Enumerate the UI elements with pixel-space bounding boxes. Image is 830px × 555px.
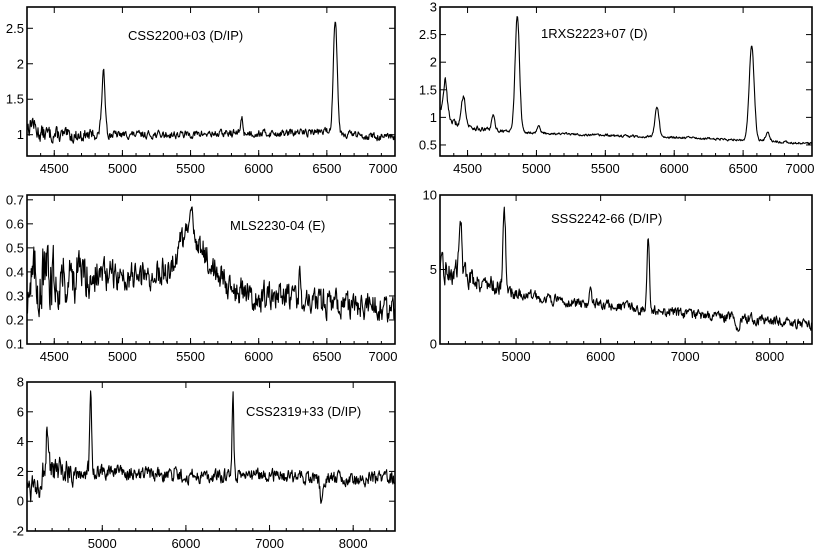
x-tick-label: 6000 (586, 349, 615, 364)
x-tick-label: 7000 (786, 161, 815, 176)
panel-title: CSS2319+33 (D/IP) (246, 404, 361, 419)
panel-mls2230: 4500 5000 5500 6000 6500 7000 0.1 0.2 0.3 0.4 0.5 0… (6, 192, 398, 364)
x-tick-label: 5000 (88, 536, 117, 551)
y-tick-label: -2 (12, 524, 24, 539)
y-tick-label: 0.5 (6, 240, 24, 255)
y-tick-label: 4 (17, 434, 24, 449)
panel-title: 1RXS2223+07 (D) (541, 26, 648, 41)
y-tick-label: 1 (430, 110, 437, 125)
y-tick-label: 1.5 (6, 92, 24, 107)
panel-title: SSS2242-66 (D/IP) (551, 211, 662, 226)
y-tick-label: 5 (430, 262, 437, 277)
x-tick-label: 4500 (40, 349, 69, 364)
x-tick-label: 7000 (369, 161, 398, 176)
x-tick-label: 6500 (312, 161, 341, 176)
x-tick-label: 4500 (40, 161, 69, 176)
y-tick-label: 0 (430, 337, 437, 352)
plot-frame (26, 6, 396, 157)
panel-css2319: 5000 6000 7000 8000 -2 0 2 4 6 8 CSS2319+33 (D/IP) (12, 375, 396, 551)
x-tick-label: 5000 (108, 349, 137, 364)
panel-title: CSS2200+03 (D/IP) (128, 28, 243, 43)
x-tick-label: 6500 (729, 161, 758, 176)
y-tick-label: 1 (17, 127, 24, 142)
spectrum-line (440, 206, 812, 332)
x-tick-label: 7000 (671, 349, 700, 364)
x-tick-label: 6000 (171, 536, 200, 551)
panel-title: MLS2230-04 (E) (230, 218, 325, 233)
y-tick-label: 0.5 (419, 137, 437, 152)
y-tick-label: 1.5 (419, 82, 437, 97)
y-tick-label: 3 (430, 0, 437, 15)
y-tick-label: 2 (17, 56, 24, 71)
spectrum-line (440, 16, 812, 145)
y-tick-label: 0.3 (6, 288, 24, 303)
spectrum-line (27, 390, 395, 504)
x-tick-label: 5000 (522, 161, 551, 176)
spectrum-line (27, 206, 395, 323)
plot-frame (439, 6, 813, 157)
x-tick-label: 4500 (453, 161, 482, 176)
x-tick-label: 6500 (312, 349, 341, 364)
y-tick-label: 2.5 (6, 21, 24, 36)
y-tick-label: 0.7 (6, 192, 24, 207)
panel-css2200: 4500 5000 5500 6000 6500 7000 1 1.5 2 2.5 CSS2200+… (6, 6, 398, 176)
x-tick-label: 5000 (108, 161, 137, 176)
x-tick-label: 7000 (369, 349, 398, 364)
y-tick-label: 0.1 (6, 337, 24, 352)
plot-frame (26, 194, 396, 345)
spectrum-line (27, 21, 395, 144)
x-tick-label: 5500 (176, 349, 205, 364)
x-tick-label: 8000 (755, 349, 784, 364)
x-tick-label: 5500 (591, 161, 620, 176)
y-tick-label: 0.6 (6, 216, 24, 231)
x-tick-label: 6000 (244, 161, 273, 176)
y-tick-label: 8 (17, 375, 24, 390)
y-tick-label: 2 (430, 55, 437, 70)
panel-1rxs2223: 4500 5000 5500 6000 6500 7000 0.5 1 1.5 2 2.5 3 1RXS… (419, 0, 815, 176)
x-tick-label: 5000 (502, 349, 531, 364)
y-tick-label: 0.4 (6, 264, 24, 279)
x-tick-label: 5500 (176, 161, 205, 176)
x-tick-label: 7000 (255, 536, 284, 551)
plot-frame (26, 381, 396, 532)
x-tick-label: 8000 (339, 536, 368, 551)
y-tick-label: 2.5 (419, 27, 437, 42)
x-tick-label: 6000 (244, 349, 273, 364)
y-tick-label: 6 (17, 404, 24, 419)
y-tick-label: 10 (423, 188, 437, 203)
panel-sss2242: 5000 6000 7000 8000 0 5 10 SSS2242-66 (D/IP) (423, 188, 813, 364)
x-tick-label: 6000 (660, 161, 689, 176)
y-tick-label: 0.2 (6, 312, 24, 327)
y-tick-label: 2 (17, 464, 24, 479)
y-tick-label: 0 (17, 494, 24, 509)
